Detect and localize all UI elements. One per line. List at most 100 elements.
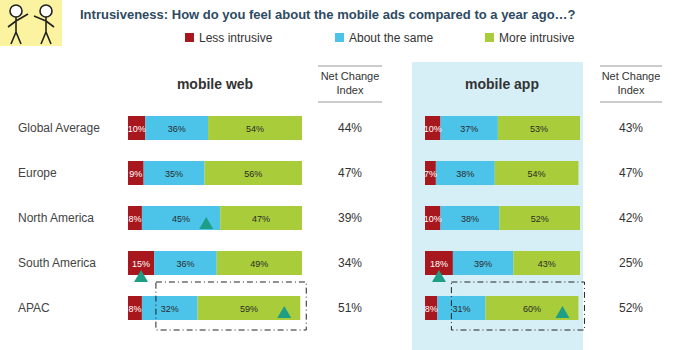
bars [128,116,302,320]
data-label: 47% [252,214,270,224]
net-change-value: 51% [338,301,362,315]
data-label: 35% [165,169,183,179]
data-label: 59% [240,304,258,314]
icon-figure [8,14,28,44]
net-change-value: 25% [619,256,643,270]
legend-label: Less intrusive [199,31,273,45]
data-label: 38% [461,214,479,224]
data-label: 10% [424,214,442,224]
bar-segment [144,161,205,185]
bar-segment [513,251,580,275]
data-label: 52% [531,214,549,224]
highlight-triangle [432,270,446,282]
legend-label: About the same [349,31,433,45]
data-label: 10% [128,124,146,134]
highlight-triangle [277,306,291,318]
panel-title: mobile app [465,76,539,92]
annotations [432,270,585,330]
data-labels: 10%37%53%7%38%54%10%38%52%18%39%43%8%31%… [424,124,556,314]
header-rule [600,102,662,103]
data-label: 56% [244,169,262,179]
highlight-triangle [134,270,148,282]
data-label: 45% [172,214,190,224]
category-label: Europe [18,166,57,180]
net-change-value: 52% [619,301,643,315]
bar-segment [220,206,302,230]
data-label: 49% [250,259,268,269]
icon-figure [34,16,54,44]
highlight-triangle [199,217,213,229]
bar-segment [142,296,198,320]
bar-segment [128,161,144,185]
legend-label: More intrusive [499,31,575,45]
net-change-header: Net Change Index [602,70,661,96]
bar-segment [495,161,579,185]
data-label: 43% [538,259,556,269]
data-label: 9% [129,169,142,179]
data-label: 8% [425,304,438,314]
bar-segment [436,161,495,185]
category-label: Global Average [18,121,100,135]
chart-title: Intrusiveness: How do you feel about the… [80,7,576,22]
category-label: North America [18,211,94,225]
bar-segment [128,206,142,230]
highlight-box [156,282,306,330]
bar-segment [441,116,498,140]
annotations [134,217,306,330]
highlight-box [451,282,584,330]
bar-segment [198,296,301,320]
icon [0,0,62,46]
data-label: 60% [523,304,541,314]
data-label: 31% [452,304,470,314]
header-line: Index [337,84,364,96]
net-change-value: 43% [619,121,643,135]
bar-segment [145,116,208,140]
data-label: 54% [528,169,546,179]
bar-segment [437,296,485,320]
category-label: South America [18,256,96,270]
data-label: 36% [168,124,186,134]
data-label: 32% [161,304,179,314]
panel-shade [412,62,583,350]
icon-head [10,5,22,17]
legend-swatch [185,33,194,42]
chart-root: Intrusiveness: How do you feel about the… [0,0,700,350]
data-label: 36% [176,259,194,269]
net-change-header: Net Change Index [321,70,380,96]
data-label: 10% [424,124,442,134]
data-label: 7% [424,169,437,179]
data-labels: 10%36%54%9%35%56%8%45%47%15%36%49%8%32%5… [128,124,270,314]
bar-segment [154,251,217,275]
bar-segment [499,206,580,230]
bar-segment [441,206,500,230]
category-label: APAC [18,301,50,315]
data-label: 53% [530,124,548,134]
bar-segment [217,251,302,275]
highlight-triangle [555,306,569,318]
legend-swatch [485,33,494,42]
net-change-value: 39% [338,211,362,225]
net-change-value: 47% [619,166,643,180]
legend: Less intrusive About the same More intrusi… [185,31,575,45]
net-change-value: 47% [338,166,362,180]
header-line: Net Change [602,70,661,82]
data-label: 37% [460,124,478,134]
header-rule [318,102,382,103]
net-change-value: 42% [619,211,643,225]
bar-segment [485,296,578,320]
legend-swatch [335,33,344,42]
panel-title: mobile web [177,76,253,92]
icon-bg [0,0,62,46]
net-change-value: 34% [338,256,362,270]
bar-segment [425,296,437,320]
data-label: 54% [246,124,264,134]
bar-segment [453,251,513,275]
bar-segment [142,206,220,230]
data-label: 15% [132,259,150,269]
header-line: Net Change [321,70,380,82]
data-label: 39% [474,259,492,269]
bar-segment [128,116,145,140]
bar-segment [498,116,580,140]
header-line: Index [618,84,645,96]
bar-segment [205,161,302,185]
